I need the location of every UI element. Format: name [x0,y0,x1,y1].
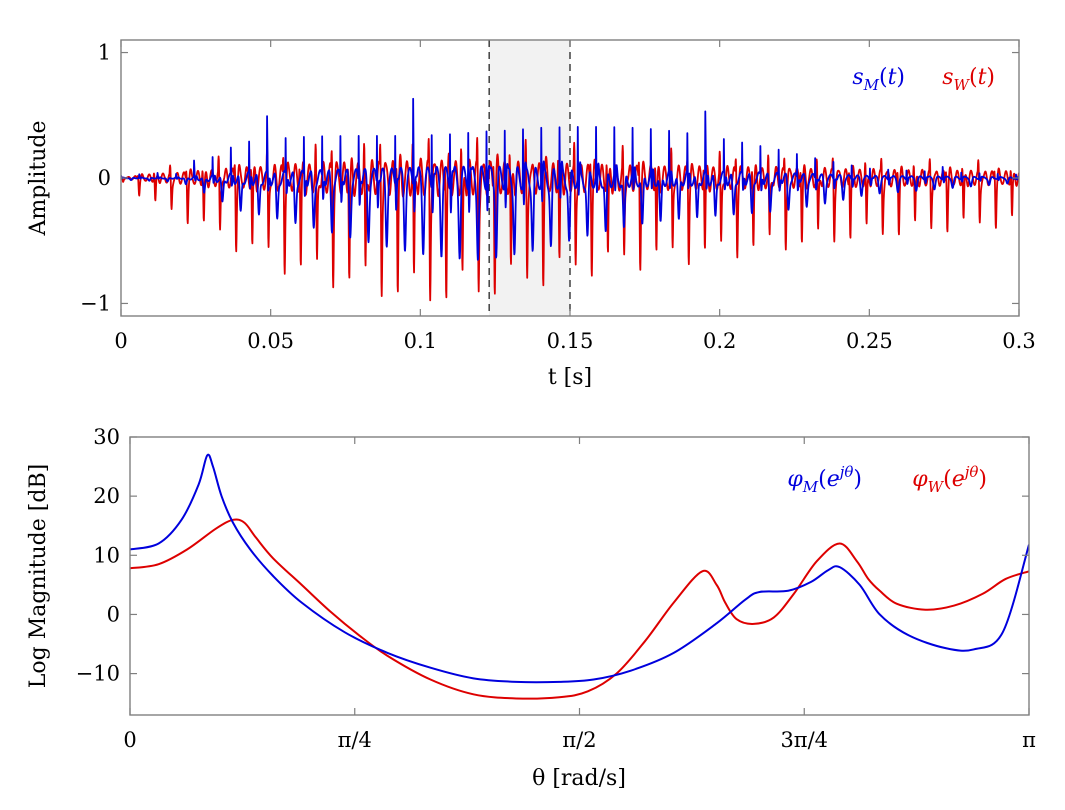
amplitude-ytick-label: 1 [98,41,111,65]
amplitude-xtick-label: 0 [114,329,127,353]
amplitude-xlabel: t [s] [548,365,592,390]
amplitude-ytick-label: −1 [80,291,111,315]
legend-entry-s-m: sM(t) [852,65,905,94]
amplitude-xtick-label: 0.1 [404,329,437,353]
log-magnitude-ytick-label: 10 [93,543,120,567]
legend-entry-phi-w: φW(ejθ) [912,463,987,496]
log-magnitude-xtick-label: 0 [123,728,136,752]
log-magnitude-plot-frame [129,436,1030,716]
log-magnitude-ylabel: Log Magnitude [dB] [26,464,51,688]
log-magnitude-ytick-label: −10 [76,662,120,686]
series-line-s-m [121,97,1019,261]
legend-entry-phi-m: φM(ejθ) [787,463,862,496]
log-magnitude-xtick-label: 3π/4 [780,728,828,752]
log-magnitude-xlabel: θ [rad/s] [532,766,626,791]
log-magnitude-xtick-label: π/4 [338,728,372,752]
series-line-phi-m [130,453,1029,684]
amplitude-xtick-label: 0.25 [846,329,893,353]
amplitude-xtick-label: 0.05 [247,329,294,353]
log-magnitude-xtick-label: π [1022,728,1036,752]
log-magnitude-ytick-label: 20 [93,484,120,508]
log-magnitude-plot: 0 π/4 π/2 3π/4 π −10 0 10 20 30 θ [rad/s] Log Mag… [26,425,1036,791]
series-line-phi-w [130,518,1029,700]
legend-entry-s-w: sW(t) [942,65,995,94]
log-magnitude-xtick-label: π/2 [562,728,596,752]
amplitude-xtick-label: 0.15 [547,329,594,353]
amplitude-xtick-label: 0.3 [1002,329,1035,353]
amplitude-ylabel: Amplitude [26,120,51,236]
log-magnitude-ytick-label: 30 [93,425,120,449]
amplitude-ytick-label: 0 [98,166,111,190]
amplitude-plot: 0 0.05 0.1 0.15 0.2 0.25 0.3−101 t [s] Amplitu… [26,39,1036,390]
log-magnitude-ytick-label: 0 [107,602,120,626]
amplitude-xtick-label: 0.2 [703,329,736,353]
